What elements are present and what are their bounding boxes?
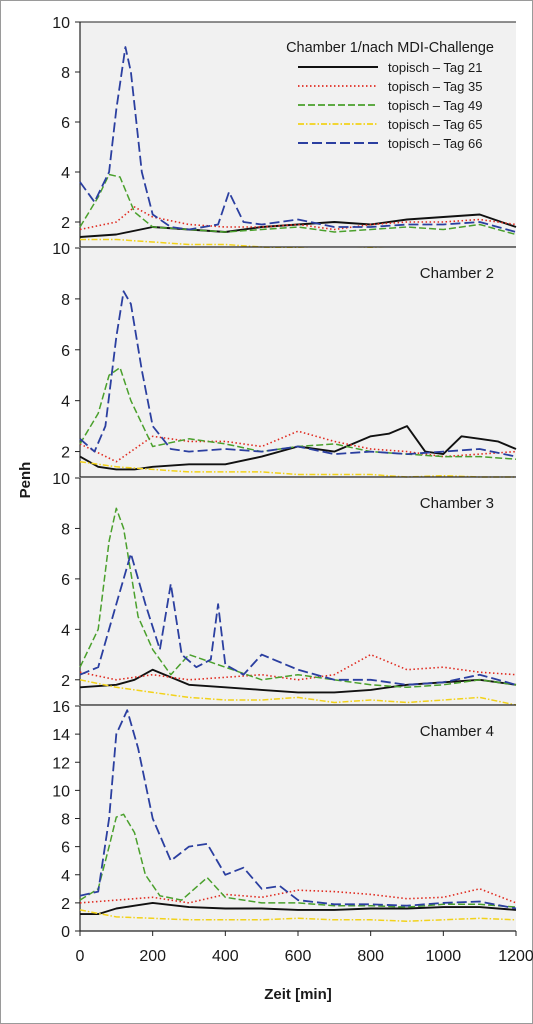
legend-label: topisch – Tag 66 — [388, 136, 482, 151]
series-line — [79, 709, 517, 910]
y-tick-label: 14 — [52, 727, 70, 744]
y-tick-label: 6 — [61, 343, 70, 360]
panel-title: Chamber 3 — [420, 495, 494, 512]
y-tick-label: 8 — [61, 812, 70, 829]
series-line — [79, 173, 517, 236]
series-line — [79, 813, 517, 908]
panel-background — [80, 248, 516, 477]
panel-2: 2 4 6 8 10 Chamber 2 — [52, 241, 517, 478]
y-tick-label: 2 — [61, 673, 70, 690]
series-line — [79, 46, 517, 233]
x-tick-label: 1000 — [426, 948, 462, 965]
y-tick-label: 4 — [61, 868, 70, 885]
y-tick-label: 10 — [52, 783, 70, 800]
series-line — [79, 290, 517, 458]
y-tick-label: 6 — [61, 840, 70, 857]
x-tick-label: 1200 — [498, 948, 533, 965]
series-line — [80, 901, 517, 916]
legend-title: Chamber 1/nach MDI-Challenge — [286, 40, 494, 56]
legend-label: topisch – Tag 65 — [388, 117, 482, 132]
y-tick-label: 10 — [52, 15, 70, 32]
x-axis: 0 200 400 600 800 1000 1200 — [76, 931, 533, 965]
y-tick-label: 2 — [61, 445, 70, 462]
y-tick-label: 4 — [61, 165, 70, 182]
panel-title: Chamber 4 — [420, 723, 494, 740]
y-tick-label: 4 — [61, 394, 70, 411]
panel-3: 2 4 6 8 10 Chamber 3 — [52, 471, 517, 706]
x-tick-label: 200 — [139, 948, 166, 965]
series-line — [79, 366, 517, 460]
x-tick-label: 600 — [285, 948, 312, 965]
panel-4: 0 2 4 6 8 10 12 14 16 Chamber 4 — [52, 699, 517, 941]
y-tick-label: 8 — [61, 65, 70, 82]
legend: Chamber 1/nach MDI-Challenge topisch – Ta… — [286, 40, 494, 151]
series-line — [79, 909, 517, 922]
y-tick-label: 12 — [52, 755, 70, 772]
legend-label: topisch – Tag 49 — [388, 98, 482, 113]
series-line — [79, 425, 517, 471]
series-line — [79, 430, 517, 463]
panel-title: Chamber 2 — [420, 265, 494, 282]
series-line — [80, 238, 517, 252]
panel-background — [80, 22, 516, 247]
series-line — [79, 653, 517, 681]
y-tick-label: 10 — [52, 471, 70, 488]
y-tick-label: 16 — [52, 699, 70, 716]
y-tick-label: 4 — [61, 622, 70, 639]
series-line — [79, 888, 517, 904]
series-line — [79, 679, 517, 706]
series-line — [79, 552, 517, 686]
panel-1: 2 4 6 8 10 — [52, 15, 517, 252]
panel-background — [80, 478, 516, 705]
x-tick-label: 800 — [357, 948, 384, 965]
y-tick-label: 0 — [61, 924, 70, 941]
x-axis-title: Zeit [min] — [264, 986, 332, 1003]
series-line — [79, 206, 517, 231]
x-tick-label: 400 — [212, 948, 239, 965]
y-tick-label: 8 — [61, 292, 70, 309]
x-tick-label: 0 — [76, 948, 85, 965]
legend-label: topisch – Tag 35 — [388, 79, 482, 94]
y-tick-label: 6 — [61, 572, 70, 589]
y-axis-title: Penh — [17, 462, 34, 499]
panels-layer: 2 4 6 8 10 2 4 6 8 10 Chamber 2 2 4 6 8 10 Chamber 3 0 2 4 6… — [52, 15, 517, 941]
y-tick-label: 8 — [61, 521, 70, 538]
y-tick-label: 2 — [61, 896, 70, 913]
series-line — [79, 460, 516, 478]
y-tick-label: 6 — [61, 115, 70, 132]
legend-label: topisch – Tag 21 — [388, 60, 482, 75]
y-tick-label: 2 — [61, 215, 70, 232]
y-tick-label: 10 — [52, 241, 70, 258]
